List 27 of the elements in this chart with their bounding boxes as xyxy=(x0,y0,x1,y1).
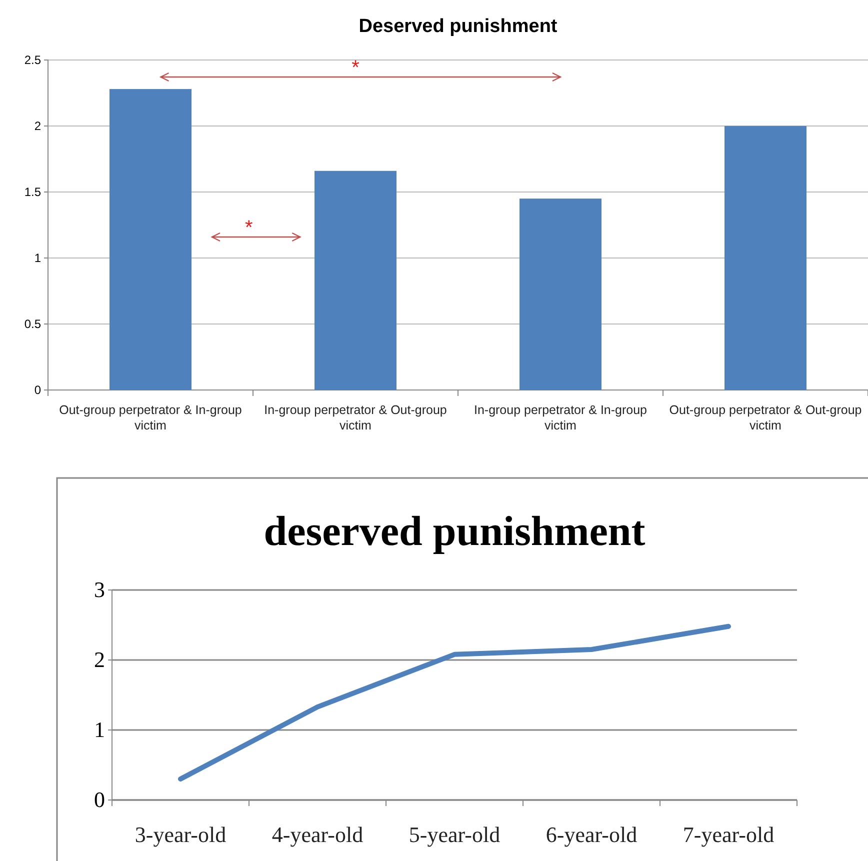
y-tick-label: 2 xyxy=(94,647,105,672)
x-tick-label: 7-year-old xyxy=(682,822,774,847)
bar xyxy=(724,126,806,390)
y-tick-label: 1 xyxy=(94,717,105,742)
bar xyxy=(314,170,396,390)
x-tick-label: 5-year-old xyxy=(408,822,500,847)
y-tick-label: 2 xyxy=(34,118,42,133)
y-tick-label: 1 xyxy=(34,250,42,265)
x-tick-label: In-group perpetrator & In-group victim xyxy=(474,403,648,433)
y-tick-label: 0.5 xyxy=(24,316,42,331)
y-tick-label: 0 xyxy=(94,787,105,812)
x-tick-label: Out-group perpetrator & In-group victim xyxy=(59,403,242,433)
y-tick-label: 0 xyxy=(34,382,42,397)
bar xyxy=(520,198,602,390)
x-tick-label: Out-group perpetrator & Out-group victim xyxy=(669,403,862,433)
annotation: * xyxy=(352,57,360,79)
annotation: * xyxy=(245,217,253,239)
y-tick-label: 2.5 xyxy=(24,52,42,67)
x-tick-label: In-group perpetrator & Out-group victim xyxy=(264,403,447,433)
bar xyxy=(110,89,192,390)
x-tick-label: 6-year-old xyxy=(546,822,638,847)
chart-title: Deserved punishment xyxy=(358,16,558,37)
x-tick-label: 3-year-old xyxy=(134,822,226,847)
y-tick-label: 1.5 xyxy=(24,184,42,199)
x-tick-label: 4-year-old xyxy=(272,822,364,847)
chart-title: deserved punishment xyxy=(264,509,646,555)
y-tick-label: 3 xyxy=(94,577,105,602)
